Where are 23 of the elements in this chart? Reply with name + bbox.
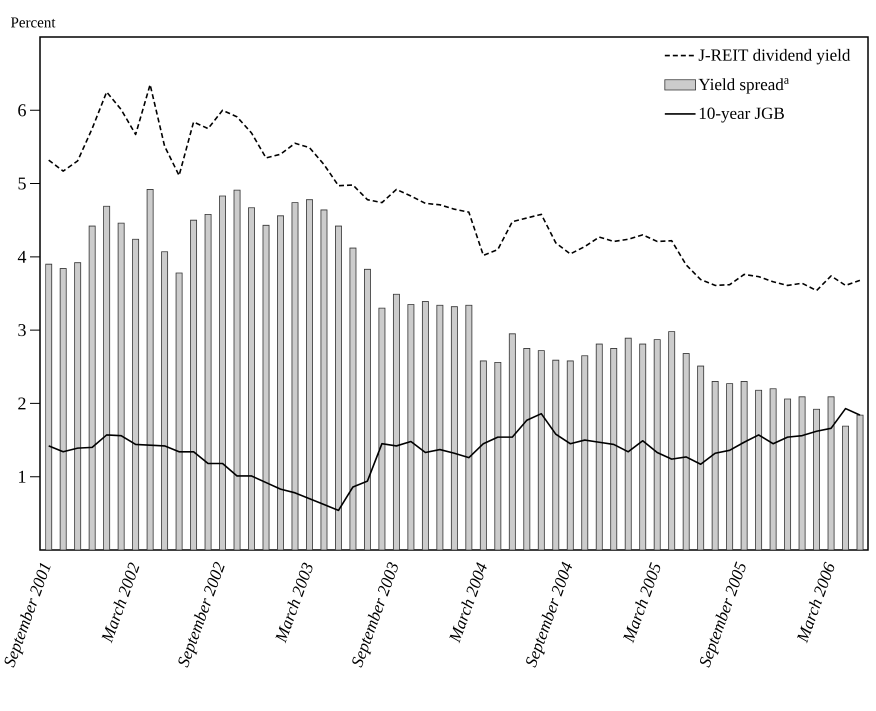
x-tick-label: March 2005 (623, 562, 660, 644)
bar (74, 262, 82, 550)
bar (88, 226, 96, 550)
x-tick-label: March 2002 (102, 562, 140, 644)
x-tick-label: March 2006 (797, 562, 834, 644)
legend-label: 10-year JGB (700, 108, 784, 123)
bar (132, 238, 140, 550)
y-tick-label: 6 (18, 104, 26, 116)
bar (103, 206, 110, 550)
y-axis-title: Percent (10, 17, 56, 28)
y-tick-label: 2 (18, 397, 26, 410)
y-tick-label: 4 (18, 250, 26, 263)
y-tick-label: 1 (19, 470, 26, 483)
x-tick-label: March 2004 (449, 562, 487, 644)
bar (60, 268, 67, 550)
legend-label: J-REIT dividend yield (698, 48, 850, 64)
x-tick-label: March 2003 (276, 562, 312, 644)
bar (45, 264, 52, 550)
legend-label: Yield spread$^{a}$ (698, 78, 789, 94)
bar (118, 222, 125, 550)
y-tick-label: 5 (18, 178, 26, 190)
y-tick-label: 3 (18, 324, 26, 336)
bar (146, 189, 154, 550)
